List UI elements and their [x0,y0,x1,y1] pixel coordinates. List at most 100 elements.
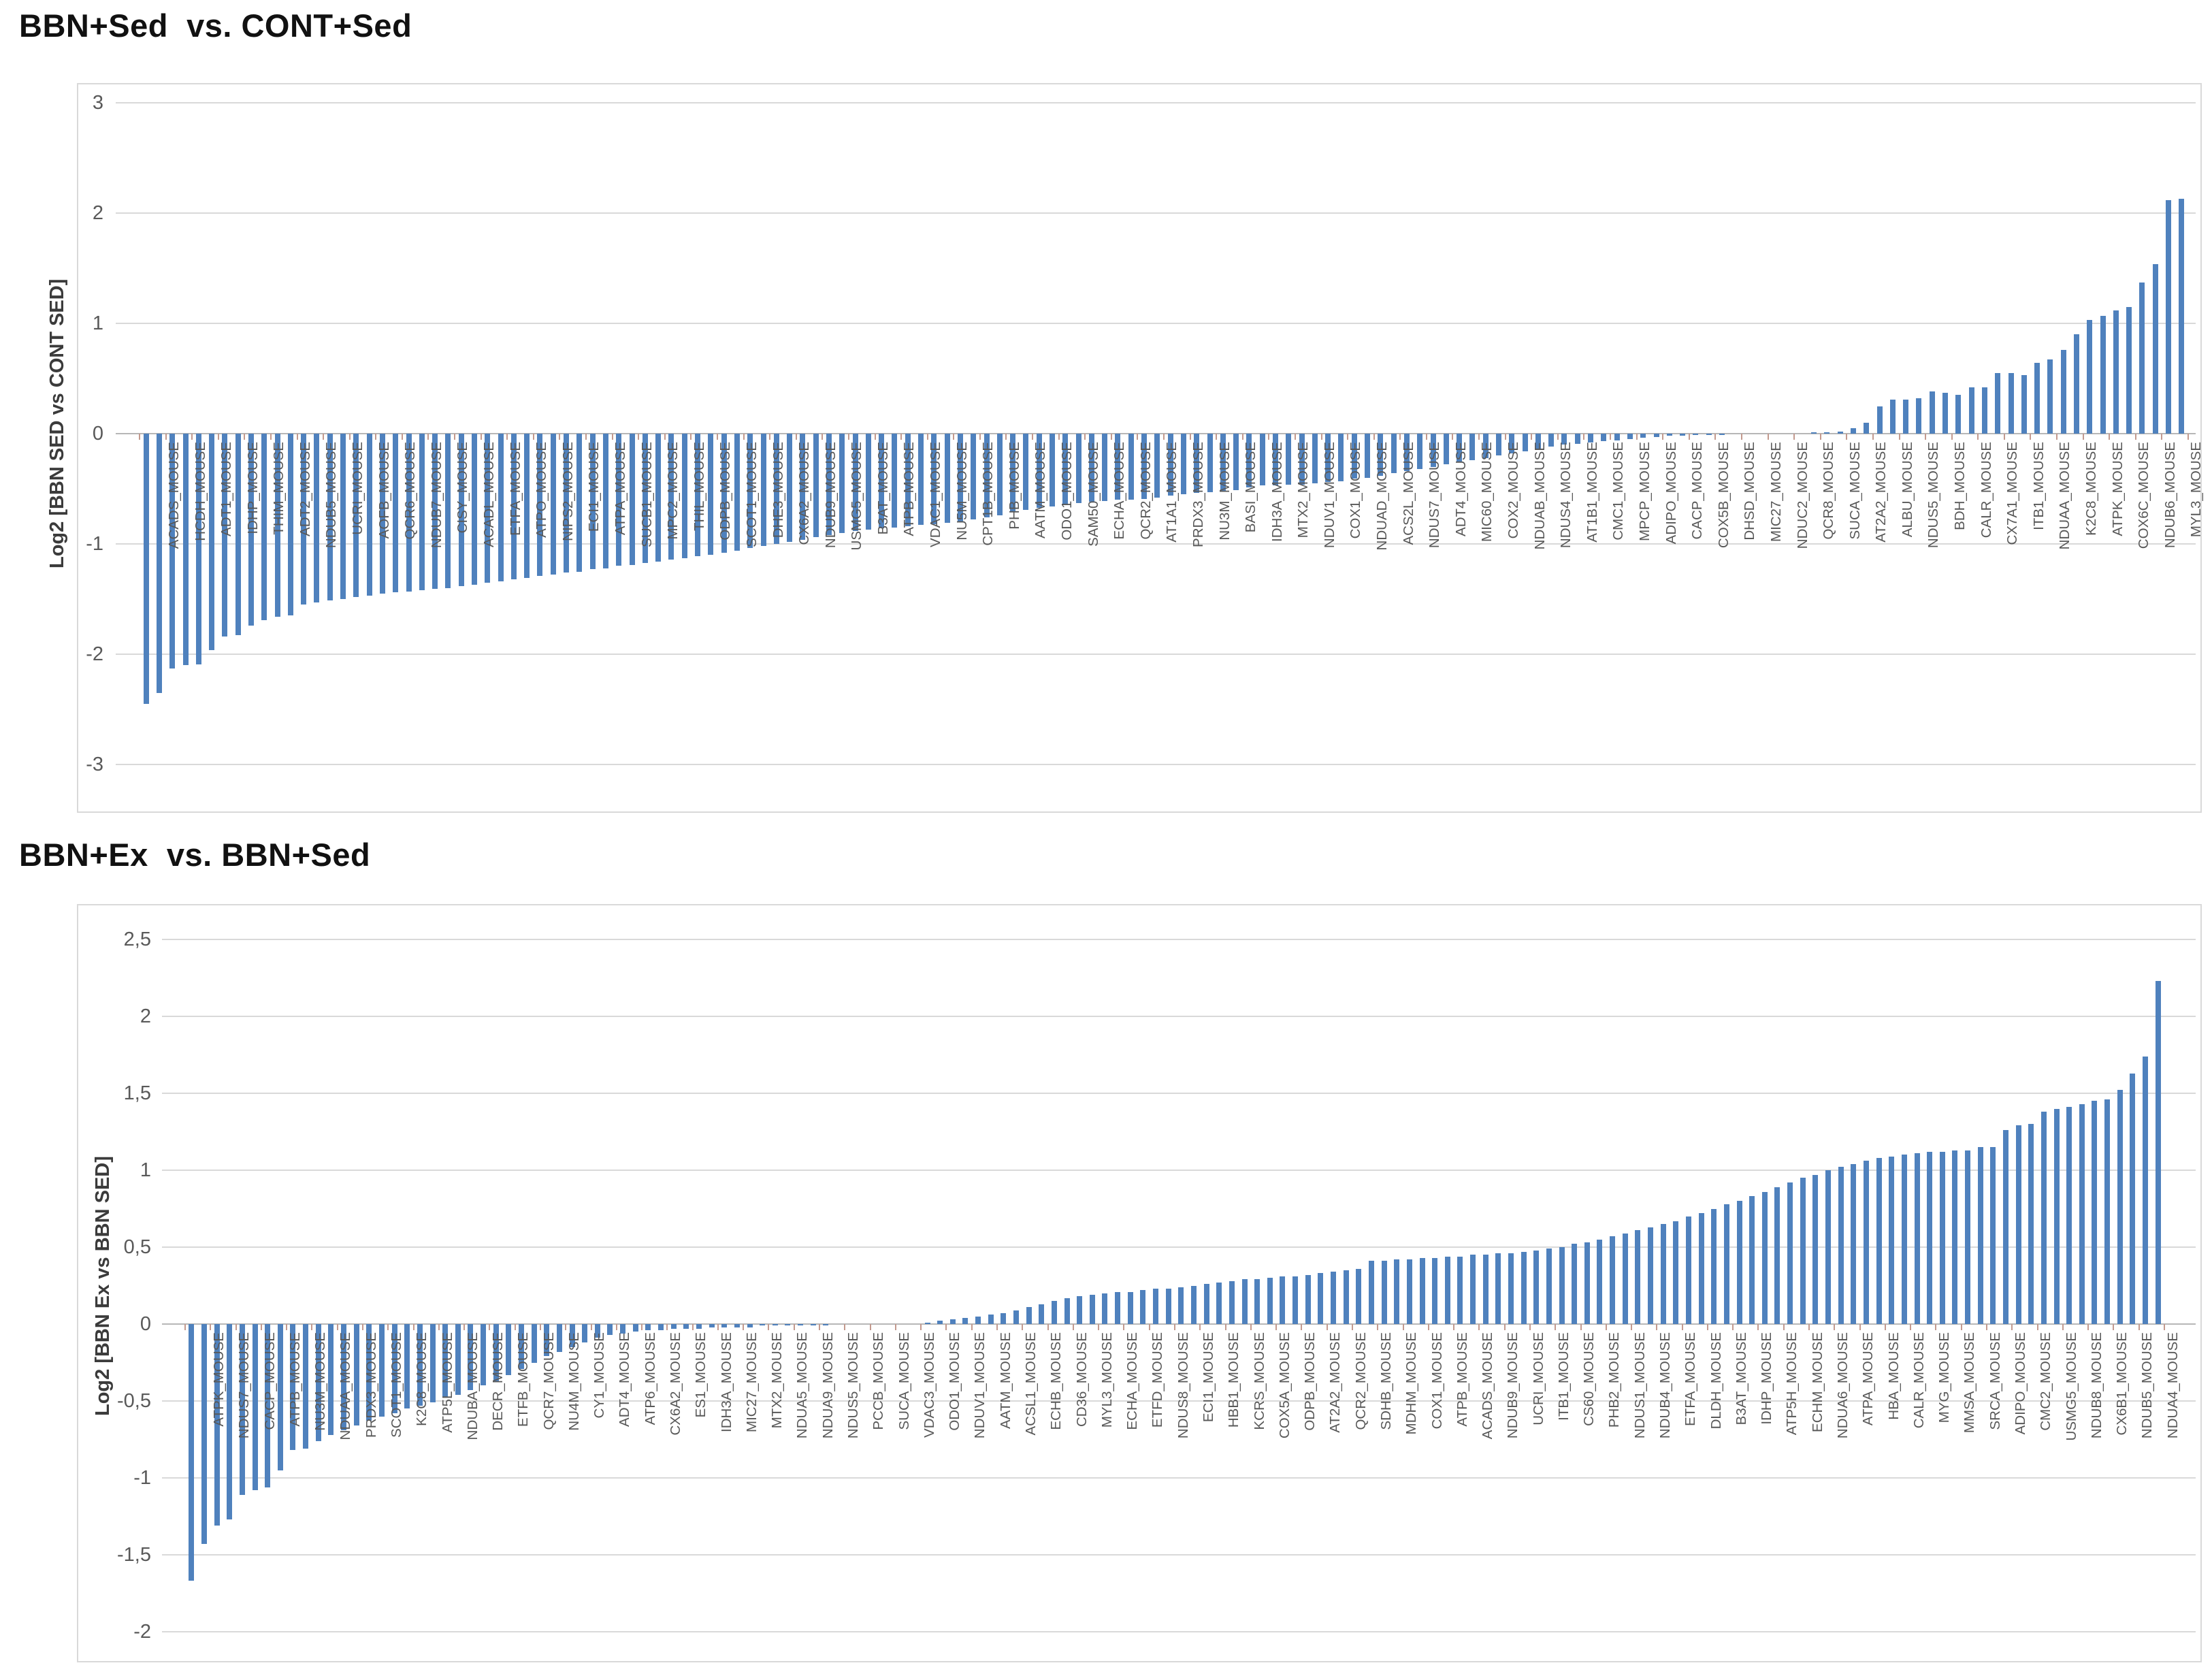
category-tick [1110,434,1112,440]
category-label: ATP5H_MOUSE [1784,1332,1800,1436]
category-label: ECHA_MOUSE [1124,1332,1141,1430]
bar [1194,434,1200,494]
category-label: MYL3_MOUSE [2188,442,2205,538]
category-label: NU3M_MOUSE [312,1332,329,1431]
bar [1356,1268,1362,1324]
bar [709,1324,715,1327]
category-tick [1580,1324,1582,1330]
category-tick [945,1324,947,1330]
category-tick [1529,1324,1531,1330]
bar [1916,398,1922,434]
category-label: UCRI_MOUSE [1530,1332,1546,1425]
category-label: ATPB_MOUSE [1454,1332,1470,1427]
category-label: CPT1B_MOUSE [980,442,996,546]
category-tick [348,434,351,440]
bar [1574,434,1580,444]
category-tick [514,1324,516,1330]
category-label: BDH_MOUSE [1952,442,1968,530]
y-tick-label: 3 [92,92,103,114]
bar [1039,1304,1045,1324]
bar [681,434,687,559]
category-tick [532,434,534,440]
category-label: ETFD_MOUSE [1150,1332,1166,1428]
category-tick [1250,1324,1252,1330]
bar [468,1324,474,1391]
bar [2179,198,2185,434]
category-tick [1425,434,1427,440]
category-label: CX6A2_MOUSE [668,1332,684,1436]
bar [629,434,635,565]
category-tick [311,1324,313,1330]
category-tick [1399,434,1401,440]
bar [826,434,832,536]
bar [1062,434,1069,506]
bar [1036,434,1042,508]
category-label: DHE3_MOUSE [770,442,786,538]
bar [1627,434,1633,440]
bar [1903,399,1909,434]
bar [314,434,320,602]
bar [971,434,977,520]
bar [2104,1099,2111,1324]
y-tick-label: 0,5 [123,1236,151,1258]
category-label: CX7A1_MOUSE [2004,442,2021,545]
bar [1023,434,1029,510]
category-label: ODPB_MOUSE [1302,1332,1318,1431]
category-tick [375,434,377,440]
category-tick [2036,1324,2038,1330]
category-tick [874,434,876,440]
category-label: ACADS_MOUSE [165,442,182,549]
category-tick [1859,1324,1861,1330]
category-tick [819,1324,821,1330]
bar [1496,434,1502,456]
bar [1535,434,1541,449]
category-label: PHB_MOUSE [1006,442,1022,530]
category-label: SUCA_MOUSE [896,1332,912,1430]
bar [747,1324,753,1327]
category-tick [2164,1324,2165,1330]
category-label: HBA_MOUSE [1885,1332,1902,1420]
bar [2100,315,2106,434]
category-tick [1199,1324,1201,1330]
category-tick [1783,1324,1785,1330]
bar [1698,1213,1704,1324]
bar [773,434,779,544]
bar [1378,434,1384,476]
category-tick [427,434,429,440]
category-tick [244,434,246,440]
category-label: COX1_MOUSE [1348,442,1364,539]
bar [1190,1285,1197,1324]
bar [1939,1151,1945,1324]
gridline [116,323,2196,324]
category-tick [847,434,849,440]
category-tick [1656,1324,1658,1330]
category-tick [1681,1324,1683,1330]
bar [2066,1107,2072,1324]
category-tick [844,1324,846,1330]
category-label: AT2A2_MOUSE [1327,1332,1344,1433]
bar [2087,320,2093,434]
category-label: PCCB_MOUSE [871,1332,887,1430]
bar [988,1315,994,1324]
bar [1331,1272,1336,1324]
bar [182,434,189,666]
category-tick [1925,434,1927,440]
bar [195,434,201,664]
bar [823,1324,829,1326]
bar [406,434,412,592]
bar [274,434,280,617]
y-tick-label: -2 [86,643,103,665]
category-label: SUCB1_MOUSE [638,442,655,547]
category-label: COX2_MOUSE [1506,442,1522,539]
bar [1049,434,1055,506]
bar [1292,1276,1299,1324]
bar [1825,1170,1831,1324]
category-tick [401,434,403,440]
category-tick [1275,1324,1278,1330]
bar [975,1316,981,1324]
bar [747,434,753,549]
bar [1597,1239,1603,1324]
bar [569,1324,575,1347]
bar [1981,387,1987,434]
category-label: NDUA9_MOUSE [819,1332,836,1439]
